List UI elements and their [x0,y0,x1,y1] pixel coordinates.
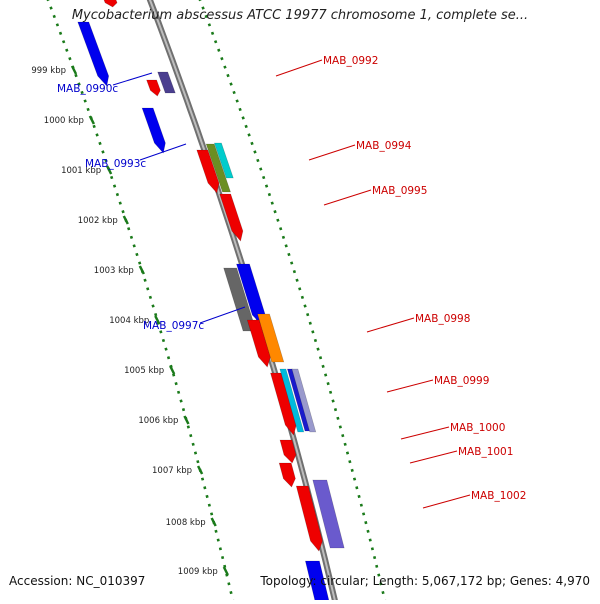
forward-gene-0999[interactable] [270,372,297,436]
feature-1002-purple[interactable] [312,479,345,549]
tick-mark [196,465,204,475]
forward-gene-top[interactable] [102,0,118,8]
gene-label-mab-1000[interactable]: MAB_1000 [450,422,505,434]
forward-gene-1002[interactable] [295,485,323,552]
tick-mark [210,517,217,527]
forward-gene-0995[interactable] [219,193,244,242]
tick-label: 1008 kbp [166,518,206,528]
tick-mark [154,315,161,325]
tick-label: 1001 kbp [61,166,101,176]
tick-mark [106,165,113,175]
tick-mark [70,65,78,75]
tick-label: 1000 kbp [44,116,84,126]
tick-label: 1006 kbp [138,416,178,426]
gene-label-mab-0990c[interactable]: MAB_0990c [57,83,118,95]
gene-label-leader [366,317,415,333]
gene-label-leader [112,72,153,86]
gene-label-leader [275,59,323,77]
reverse-gene-0993c[interactable] [141,107,166,154]
forward-gene-0998[interactable] [246,319,271,368]
feature-0998-orange[interactable] [257,313,285,363]
tick-mark [138,265,145,275]
feature-0999-lavender[interactable] [291,368,317,433]
genome-summary-text: Topology: circular; Length: 5,067,172 bp… [260,574,590,588]
gene-label-mab-0997c[interactable]: MAB_0997c [143,320,204,332]
gene-label-mab-0994[interactable]: MAB_0994 [356,140,412,152]
forward-gene-0994[interactable] [196,149,220,194]
tick-label: 1005 kbp [124,366,164,376]
gene-label-mab-0995[interactable]: MAB_0995 [372,185,427,197]
accession-text: Accession: NC_010397 [9,574,146,588]
gene-label-leader [139,143,187,161]
gene-label-mab-0993c[interactable]: MAB_0993c [85,158,146,170]
tick-mark [169,365,176,375]
reverse-gene-0990c[interactable] [77,21,110,87]
outer-dotted-track [198,0,388,604]
tick-label: 1002 kbp [78,216,118,226]
gene-label-leader [308,144,356,161]
gene-label-leader [409,450,458,464]
feature-0992-purple[interactable] [157,71,176,94]
feature-0994-cyan[interactable] [213,142,234,179]
feature-0994-olive[interactable] [205,143,231,193]
gene-label-leader [422,494,471,509]
reverse-gene-bottom[interactable] [305,560,331,604]
tick-mark [222,566,229,576]
forward-gene-1001[interactable] [278,462,296,488]
tick-label: 1009 kbp [178,567,218,577]
gene-label-mab-0992[interactable]: MAB_0992 [323,55,378,67]
gene-label-mab-1001[interactable]: MAB_1001 [458,446,513,458]
gene-label-mab-0999[interactable]: MAB_0999 [434,375,489,387]
tick-mark [183,415,190,425]
tick-label: 1007 kbp [152,466,192,476]
gene-label-leader [386,379,434,393]
tick-label: 999 kbp [31,66,66,76]
inner-dotted-track [46,0,236,604]
tick-label: 1003 kbp [94,266,134,276]
gene-label-mab-1002[interactable]: MAB_1002 [471,490,526,502]
gene-label-leader [199,306,246,324]
tick-label: 1004 kbp [109,316,149,326]
gene-label-leader [323,189,372,206]
feature-0999-cyan[interactable] [279,368,305,433]
gene-label-leader [400,426,450,440]
forward-gene-1000[interactable] [279,439,297,464]
forward-gene-0992[interactable] [146,79,161,97]
tick-mark [122,215,129,225]
map-title: Mycobacterium abscessus ATCC 19977 chrom… [71,8,529,23]
gene-label-mab-0998[interactable]: MAB_0998 [415,313,470,325]
tick-mark [88,115,95,125]
